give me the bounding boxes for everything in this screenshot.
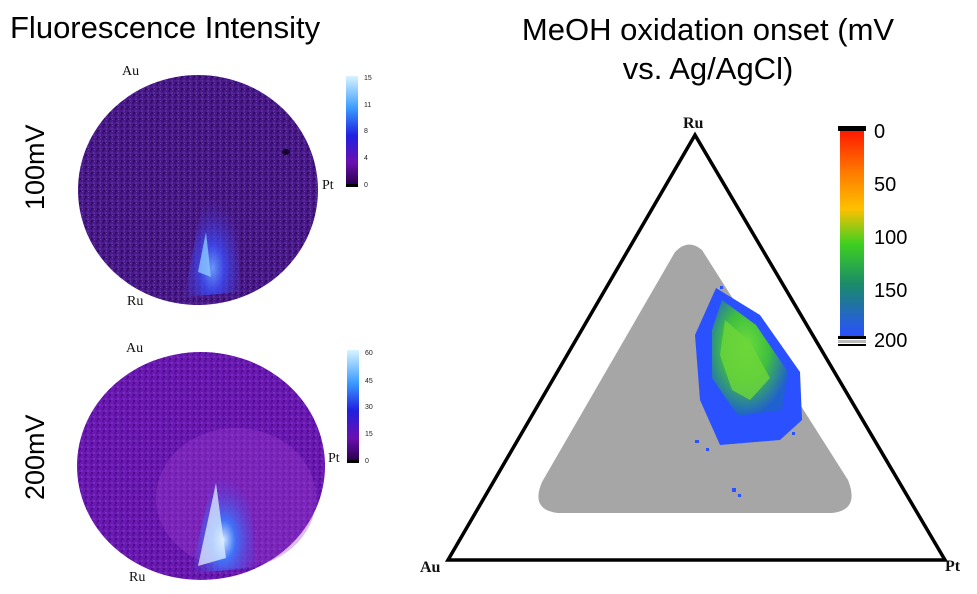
onset-title: MeOH oxidation onset (mV vs. Ag/AgCl) (478, 10, 938, 88)
onset-tick-50: 50 (874, 174, 897, 196)
colorbar-gradient (346, 76, 358, 184)
colorbar-100mv (346, 76, 358, 187)
onset-colorbar (838, 126, 866, 346)
ternary-plot (444, 126, 949, 562)
onset-title-line2: vs. Ag/AgCl) (622, 51, 794, 87)
bright-streak (198, 483, 226, 566)
onset-title-line1: MeOH oxidation onset (mV (521, 12, 895, 47)
onset-tick-0: 0 (874, 121, 886, 143)
onset-tick-150: 150 (874, 280, 908, 302)
colorbar-gray-swatch (838, 340, 866, 343)
corner-label-pt: Pt (328, 451, 340, 466)
colorbar-baseline (346, 184, 358, 187)
colorbar-bottom-line (838, 336, 866, 339)
onset-region-core (720, 320, 770, 400)
gray-region (538, 244, 852, 513)
scatter-points (695, 286, 795, 497)
onset-tick-100: 100 (874, 227, 908, 249)
cb1-tick-15: 15 (364, 75, 372, 82)
corner-label-ru: Ru (127, 294, 144, 309)
colorbar-bottom-cap (838, 344, 866, 346)
cb1-tick-0: 0 (364, 182, 368, 189)
vertex-label-ru: Ru (683, 115, 704, 132)
vertex-label-au: Au (420, 559, 441, 576)
colorbar-200mv (347, 350, 359, 463)
colorbar-baseline (347, 460, 359, 463)
cb2-tick-0: 0 (365, 458, 369, 465)
ternary-frame (444, 131, 949, 562)
corner-label-au: Au (126, 341, 144, 356)
colorbar-top-cap (838, 126, 866, 131)
vertex-label-pt: Pt (945, 558, 961, 575)
row-label-100mv: 100mV (20, 124, 50, 210)
cb2-tick-15: 15 (365, 431, 373, 438)
wafer-disk (78, 75, 318, 305)
corner-label-pt: Pt (322, 178, 334, 193)
cb1-tick-11: 11 (364, 102, 372, 109)
fluorescence-region (184, 182, 241, 297)
onset-tick-200: 200 (874, 330, 908, 352)
cb2-tick-45: 45 (365, 378, 373, 385)
row-label-200mv: 200mV (20, 414, 50, 500)
corner-label-ru: Ru (129, 570, 146, 585)
wafer-map-200mv (77, 352, 325, 580)
bright-streak (198, 232, 211, 277)
cb1-tick-4: 4 (364, 155, 368, 162)
cb1-tick-8: 8 (364, 128, 368, 135)
wafer-map-100mv (78, 75, 318, 305)
cb2-tick-60: 60 (365, 350, 373, 357)
colorbar-gradient (840, 131, 864, 336)
colorbar-gradient (347, 350, 359, 460)
corner-label-au: Au (122, 64, 140, 79)
dark-spot (282, 149, 290, 155)
wafer-disk (77, 352, 325, 580)
cb2-tick-30: 30 (365, 404, 373, 411)
fluorescence-title: Fluorescence Intensity (10, 10, 321, 45)
